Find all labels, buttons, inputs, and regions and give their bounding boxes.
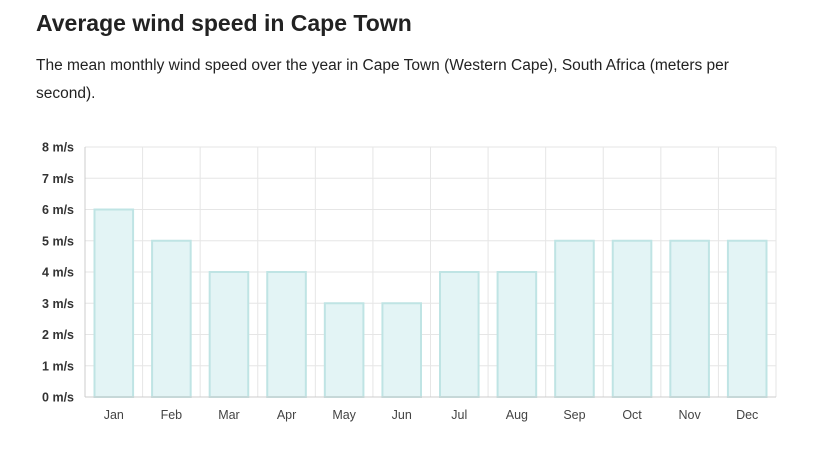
x-tick-label: Nov [679,408,702,422]
x-tick-label: Dec [736,408,758,422]
bar-sep[interactable] [554,239,595,398]
y-tick-label: 6 m/s [42,203,74,217]
x-tick-label: Aug [506,408,528,422]
x-tick-label: Jun [392,408,412,422]
bar-mar[interactable] [208,271,250,398]
bar-apr[interactable] [266,271,307,398]
chart-bars [93,208,768,398]
bar-feb[interactable] [151,239,192,398]
x-tick-label: Jan [104,408,124,422]
chart-grid [84,146,777,397]
x-tick-label: Feb [161,408,183,422]
chart-axes [84,147,776,398]
x-tick-label: Sep [563,408,585,422]
y-tick-label: 7 m/s [42,172,74,186]
x-tick-label: Apr [277,408,296,422]
bar-jun[interactable] [381,302,422,398]
y-tick-label: 0 m/s [42,391,74,405]
x-tick-label: Oct [622,408,642,422]
y-tick-label: 5 m/s [42,234,74,248]
y-tick-label: 1 m/s [42,359,74,373]
y-tick-label: 2 m/s [42,328,74,342]
x-tick-label: Mar [218,408,240,422]
bar-aug[interactable] [496,271,538,398]
y-tick-label: 3 m/s [42,297,74,311]
y-tick-label: 8 m/s [42,141,74,155]
bar-dec[interactable] [726,239,768,398]
x-tick-label: Jul [451,408,467,422]
bar-may[interactable] [323,302,365,398]
bar-oct[interactable] [611,239,653,398]
y-tick-label: 4 m/s [42,266,74,280]
x-axis-tick-labels: Jan Feb Mar Apr May Jun Jul Aug Sep Oct Nov Dec [104,408,759,422]
bar-jan[interactable] [93,208,135,398]
page-subtitle: The mean monthly wind speed over the yea… [36,57,729,102]
page-title: Average wind speed in Cape Town [36,10,412,36]
bar-jul[interactable] [439,271,480,398]
x-tick-label: May [332,408,356,422]
y-axis-tick-labels: 0 m/s 1 m/s 2 m/s 3 m/s 4 m/s 5 m/s 6 m/s 7 m/s… [42,141,74,405]
bar-nov[interactable] [669,239,710,398]
